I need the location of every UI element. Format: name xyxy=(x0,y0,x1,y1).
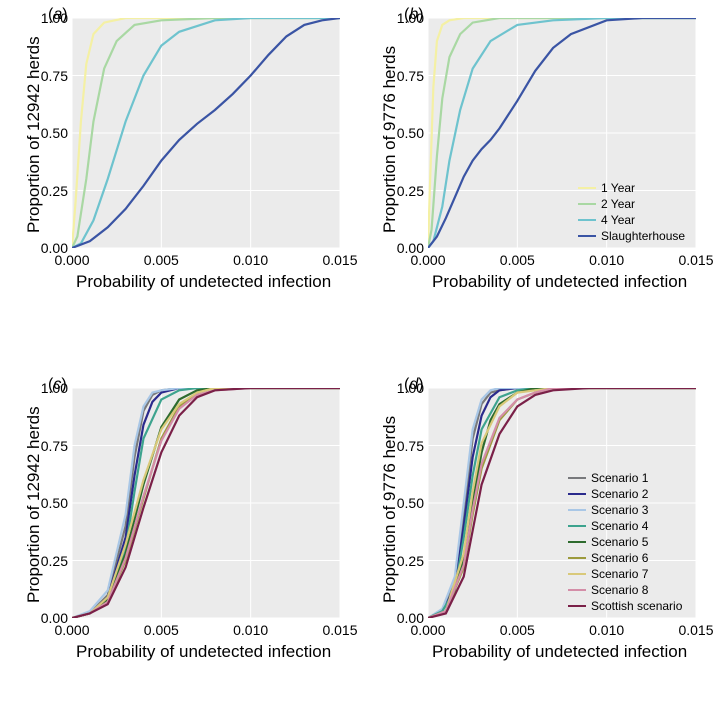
legend-item: Scenario 4 xyxy=(568,518,682,534)
legend-b: 1 Year 2 Year 4 Year Slaughterhouse xyxy=(578,180,685,244)
legend-label: 2 Year xyxy=(601,197,635,211)
legend-item: Scenario 6 xyxy=(568,550,682,566)
ylabel-b: Proportion of 9776 herds xyxy=(380,46,400,233)
legend-label: Scenario 8 xyxy=(591,583,648,597)
legend-swatch xyxy=(578,219,596,221)
xtick-label: 0.005 xyxy=(141,622,181,638)
ytick-label: 0.75 xyxy=(397,438,424,454)
legend-swatch xyxy=(568,477,586,479)
plot-area-a xyxy=(72,18,340,248)
plot-area-c xyxy=(72,388,340,618)
legend-item: Scenario 5 xyxy=(568,534,682,550)
legend-label: 4 Year xyxy=(601,213,635,227)
legend-swatch xyxy=(568,557,586,559)
xtick-label: 0.015 xyxy=(676,252,714,268)
xlabel-b: Probability of undetected infection xyxy=(432,272,687,292)
legend-item: Scenario 2 xyxy=(568,486,682,502)
legend-item: 2 Year xyxy=(578,196,685,212)
ytick-label: 0.25 xyxy=(41,183,68,199)
legend-swatch xyxy=(578,187,596,189)
legend-swatch xyxy=(568,541,586,543)
legend-label: Scenario 5 xyxy=(591,535,648,549)
legend-item: Scottish scenario xyxy=(568,598,682,614)
legend-swatch xyxy=(568,589,586,591)
xlabel-d: Probability of undetected infection xyxy=(432,642,687,662)
legend-item: Scenario 1 xyxy=(568,470,682,486)
legend-label: Scenario 4 xyxy=(591,519,648,533)
ytick-label: 0.50 xyxy=(41,495,68,511)
xtick-label: 0.005 xyxy=(497,252,537,268)
legend-swatch xyxy=(568,573,586,575)
legend-item: Scenario 3 xyxy=(568,502,682,518)
ytick-label: 0.25 xyxy=(397,183,424,199)
ytick-label: 0.25 xyxy=(397,553,424,569)
ytick-label: 0.25 xyxy=(41,553,68,569)
ytick-label: 0.50 xyxy=(41,125,68,141)
xtick-label: 0.010 xyxy=(587,252,627,268)
ylabel-d: Proportion of 9776 herds xyxy=(380,416,400,603)
legend-item: Scenario 7 xyxy=(568,566,682,582)
xtick-label: 0.010 xyxy=(587,622,627,638)
xtick-label: 0.010 xyxy=(231,252,271,268)
legend-item: 1 Year xyxy=(578,180,685,196)
xlabel-c: Probability of undetected infection xyxy=(76,642,331,662)
xtick-label: 0.005 xyxy=(497,622,537,638)
ytick-label: 0.75 xyxy=(397,68,424,84)
legend-label: Slaughterhouse xyxy=(601,229,685,243)
legend-item: Slaughterhouse xyxy=(578,228,685,244)
ylabel-c: Proportion of 12942 herds xyxy=(24,406,44,603)
xlabel-a: Probability of undetected infection xyxy=(76,272,331,292)
xtick-label: 0.015 xyxy=(320,252,360,268)
legend-swatch xyxy=(568,509,586,511)
ytick-label: 0.75 xyxy=(41,68,68,84)
ylabel-a: Proportion of 12942 herds xyxy=(24,36,44,233)
legend-label: 1 Year xyxy=(601,181,635,195)
legend-swatch xyxy=(578,235,596,237)
panel-tag-a: (a) xyxy=(48,6,68,24)
xtick-label: 0.015 xyxy=(676,622,714,638)
panel-tag-b: (b) xyxy=(404,6,424,24)
xtick-label: 0.000 xyxy=(52,622,92,638)
ytick-label: 0.75 xyxy=(41,438,68,454)
xtick-label: 0.000 xyxy=(408,252,448,268)
figure-root: 0.000.250.500.751.000.0000.0050.0100.015… xyxy=(0,0,714,714)
xtick-label: 0.000 xyxy=(408,622,448,638)
legend-label: Scottish scenario xyxy=(591,599,682,613)
legend-item: Scenario 8 xyxy=(568,582,682,598)
legend-label: Scenario 6 xyxy=(591,551,648,565)
ytick-label: 0.50 xyxy=(397,125,424,141)
legend-swatch xyxy=(568,493,586,495)
legend-d: Scenario 1 Scenario 2 Scenario 3 Scenario 4… xyxy=(568,470,682,614)
xtick-label: 0.000 xyxy=(52,252,92,268)
legend-label: Scenario 1 xyxy=(591,471,648,485)
xtick-label: 0.005 xyxy=(141,252,181,268)
panel-tag-d: (d) xyxy=(404,376,424,394)
legend-swatch xyxy=(578,203,596,205)
legend-label: Scenario 7 xyxy=(591,567,648,581)
legend-item: 4 Year xyxy=(578,212,685,228)
panel-tag-c: (c) xyxy=(48,376,67,394)
legend-label: Scenario 2 xyxy=(591,487,648,501)
legend-label: Scenario 3 xyxy=(591,503,648,517)
legend-swatch xyxy=(568,605,586,607)
xtick-label: 0.015 xyxy=(320,622,360,638)
xtick-label: 0.010 xyxy=(231,622,271,638)
ytick-label: 0.50 xyxy=(397,495,424,511)
legend-swatch xyxy=(568,525,586,527)
